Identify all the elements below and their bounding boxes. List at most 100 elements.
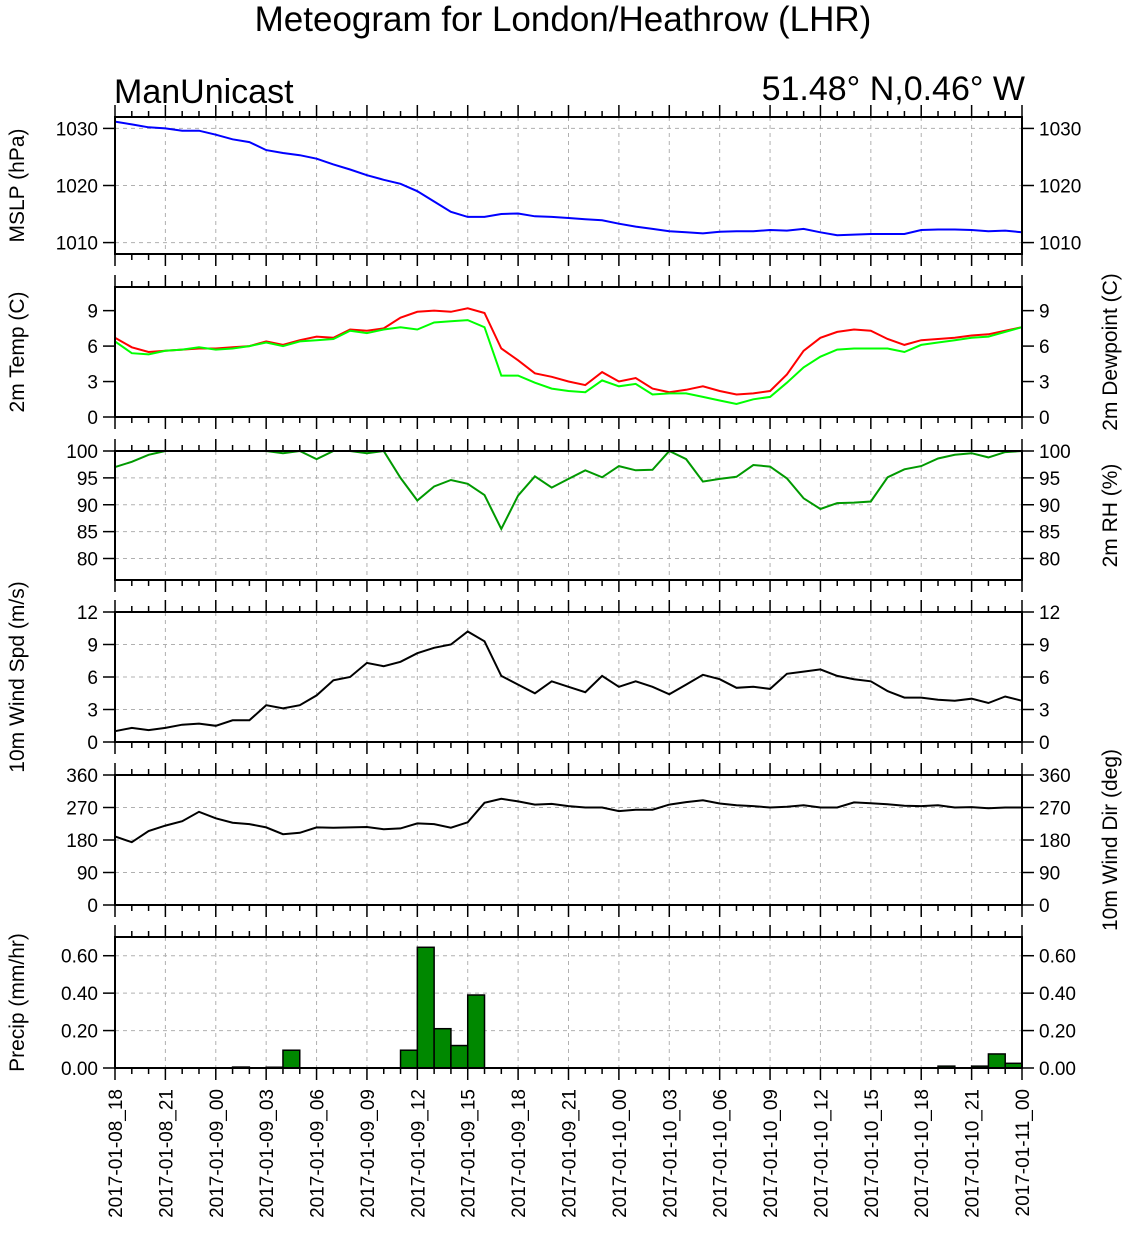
x-tick-label: 2017-01-09_06 (308, 1089, 329, 1218)
precip-bar (399, 1049, 419, 1069)
temp-tick-label-left: 6 (87, 337, 98, 358)
wspd-tick-label-left: 3 (87, 701, 98, 722)
x-tick-label: 2017-01-08_18 (106, 1089, 127, 1218)
rh-tick-label-right: 95 (1039, 469, 1060, 490)
precip-tick-label-right: 0.00 (1039, 1059, 1076, 1080)
temp-frame (114, 286, 1023, 418)
x-tick-label: 2017-01-10_06 (711, 1089, 732, 1218)
precip-tick-label-right: 0.20 (1039, 1022, 1076, 1043)
rh-tick-label-right: 100 (1039, 442, 1071, 463)
rh-tick-label-left: 95 (77, 469, 98, 490)
x-tick-label: 2017-01-11_00 (1013, 1089, 1034, 1216)
rh-tick-label-left: 90 (77, 496, 98, 517)
temp-tick-label-right: 6 (1039, 337, 1050, 358)
temp-axis-label-right: 2m Dewpoint (C) (1099, 273, 1122, 431)
mslp-tick-label-left: 1030 (56, 119, 98, 140)
mslp-tick-label-left: 1010 (56, 234, 98, 255)
precip-tick-label-right: 0.40 (1039, 984, 1076, 1005)
wspd-tick-label-right: 0 (1039, 733, 1050, 754)
rh-frame (114, 450, 1023, 581)
precip-tick-label-left: 0.20 (61, 1022, 98, 1043)
wspd-axis-label-left: 10m Wind Spd (m/s) (6, 581, 29, 772)
temp-series-line (114, 319, 1023, 406)
wspd-series-line (114, 630, 1023, 733)
x-tick-label: 2017-01-09_09 (358, 1089, 379, 1218)
wdir-tick-label-right: 180 (1039, 831, 1071, 852)
x-tick-label: 2017-01-09_18 (509, 1089, 530, 1218)
x-tick-label: 2017-01-08_21 (156, 1089, 177, 1218)
temp-tick-label-right: 0 (1039, 408, 1050, 429)
x-tick-label: 2017-01-10_03 (660, 1089, 681, 1218)
precip-frame (114, 936, 1023, 1069)
wspd-tick-label-right: 12 (1039, 603, 1060, 624)
temp-tick-label-right: 9 (1039, 302, 1050, 323)
precip-tick-label-right: 0.60 (1039, 947, 1076, 968)
rh-tick-label-left: 85 (77, 523, 98, 544)
temp-tick-label-left: 3 (87, 373, 98, 394)
x-tick-label: 2017-01-09_21 (560, 1089, 581, 1218)
wdir-tick-label-right: 270 (1039, 799, 1071, 820)
x-tick-label: 2017-01-10_21 (963, 1089, 984, 1218)
wdir-tick-label-right: 90 (1039, 864, 1060, 885)
mslp-tick-label-left: 1020 (56, 177, 98, 198)
wdir-frame (114, 774, 1023, 906)
mslp-tick-label-right: 1030 (1039, 119, 1081, 140)
x-tick-label: 2017-01-09_12 (408, 1089, 429, 1218)
rh-axis-label-right: 2m RH (%) (1099, 464, 1122, 568)
wdir-tick-label-left: 0 (87, 896, 98, 917)
precip-axis-label-left: Precip (mm/hr) (6, 933, 29, 1072)
rh-tick-label-right: 80 (1039, 550, 1060, 571)
mslp-series-line (114, 120, 1023, 237)
wdir-tick-label-left: 360 (66, 766, 98, 787)
wspd-tick-label-right: 6 (1039, 668, 1050, 689)
precip-bar (433, 1027, 452, 1069)
temp-tick-label-right: 3 (1039, 373, 1050, 394)
temp-tick-label-left: 9 (87, 302, 98, 323)
x-tick-label: 2017-01-10_15 (862, 1089, 883, 1218)
mslp-frame (114, 116, 1023, 255)
x-tick-label: 2017-01-10_12 (811, 1089, 832, 1218)
rh-tick-label-right: 85 (1039, 523, 1060, 544)
wspd-tick-label-left: 0 (87, 733, 98, 754)
x-tick-label: 2017-01-09_15 (459, 1089, 480, 1218)
wdir-series-line (114, 797, 1022, 844)
wspd-tick-label-left: 9 (87, 636, 98, 657)
mslp-tick-label-right: 1020 (1039, 177, 1081, 198)
wspd-tick-label-right: 9 (1039, 636, 1050, 657)
wspd-tick-label-right: 3 (1039, 701, 1050, 722)
precip-bar (450, 1044, 469, 1069)
x-tick-label: 2017-01-10_00 (610, 1089, 631, 1218)
chart-title: Meteogram for London/Heathrow (LHR) (254, 0, 872, 39)
rh-tick-label-left: 100 (66, 442, 98, 463)
wdir-tick-label-left: 270 (66, 799, 98, 820)
x-tick-label: 2017-01-10_09 (761, 1089, 782, 1218)
wdir-tick-label-left: 90 (77, 864, 98, 885)
temp-series-line (114, 307, 1023, 396)
mslp-tick-label-right: 1010 (1039, 234, 1081, 255)
rh-tick-label-left: 80 (77, 550, 98, 571)
precip-tick-label-left: 0.00 (61, 1059, 98, 1080)
wdir-tick-label-right: 360 (1039, 766, 1071, 787)
x-tick-label: 2017-01-09_00 (207, 1089, 228, 1218)
wdir-tick-label-left: 180 (66, 831, 98, 852)
rh-tick-label-right: 90 (1039, 496, 1060, 517)
temp-tick-label-left: 0 (87, 408, 98, 429)
mslp-axis-label-left: MSLP (hPa) (6, 129, 29, 243)
location-label: 51.48° N,0.46° W (761, 70, 1025, 108)
wspd-frame (114, 611, 1023, 743)
precip-bar (466, 994, 486, 1069)
wdir-axis-label-right: 10m Wind Dir (deg) (1099, 749, 1122, 931)
x-tick-label: 2017-01-09_03 (257, 1089, 278, 1218)
precip-tick-label-left: 0.60 (61, 947, 98, 968)
precip-bar (416, 946, 435, 1069)
model-label: ManUnicast (114, 73, 294, 111)
precip-tick-label-left: 0.40 (61, 984, 98, 1005)
precip-bar (282, 1049, 301, 1069)
precip-bar (987, 1053, 1006, 1069)
wdir-tick-label-right: 0 (1039, 896, 1050, 917)
temp-axis-label-left: 2m Temp (C) (6, 292, 29, 413)
x-tick-label: 2017-01-10_18 (912, 1089, 933, 1218)
wspd-tick-label-left: 6 (87, 668, 98, 689)
wspd-tick-label-left: 12 (77, 603, 98, 624)
